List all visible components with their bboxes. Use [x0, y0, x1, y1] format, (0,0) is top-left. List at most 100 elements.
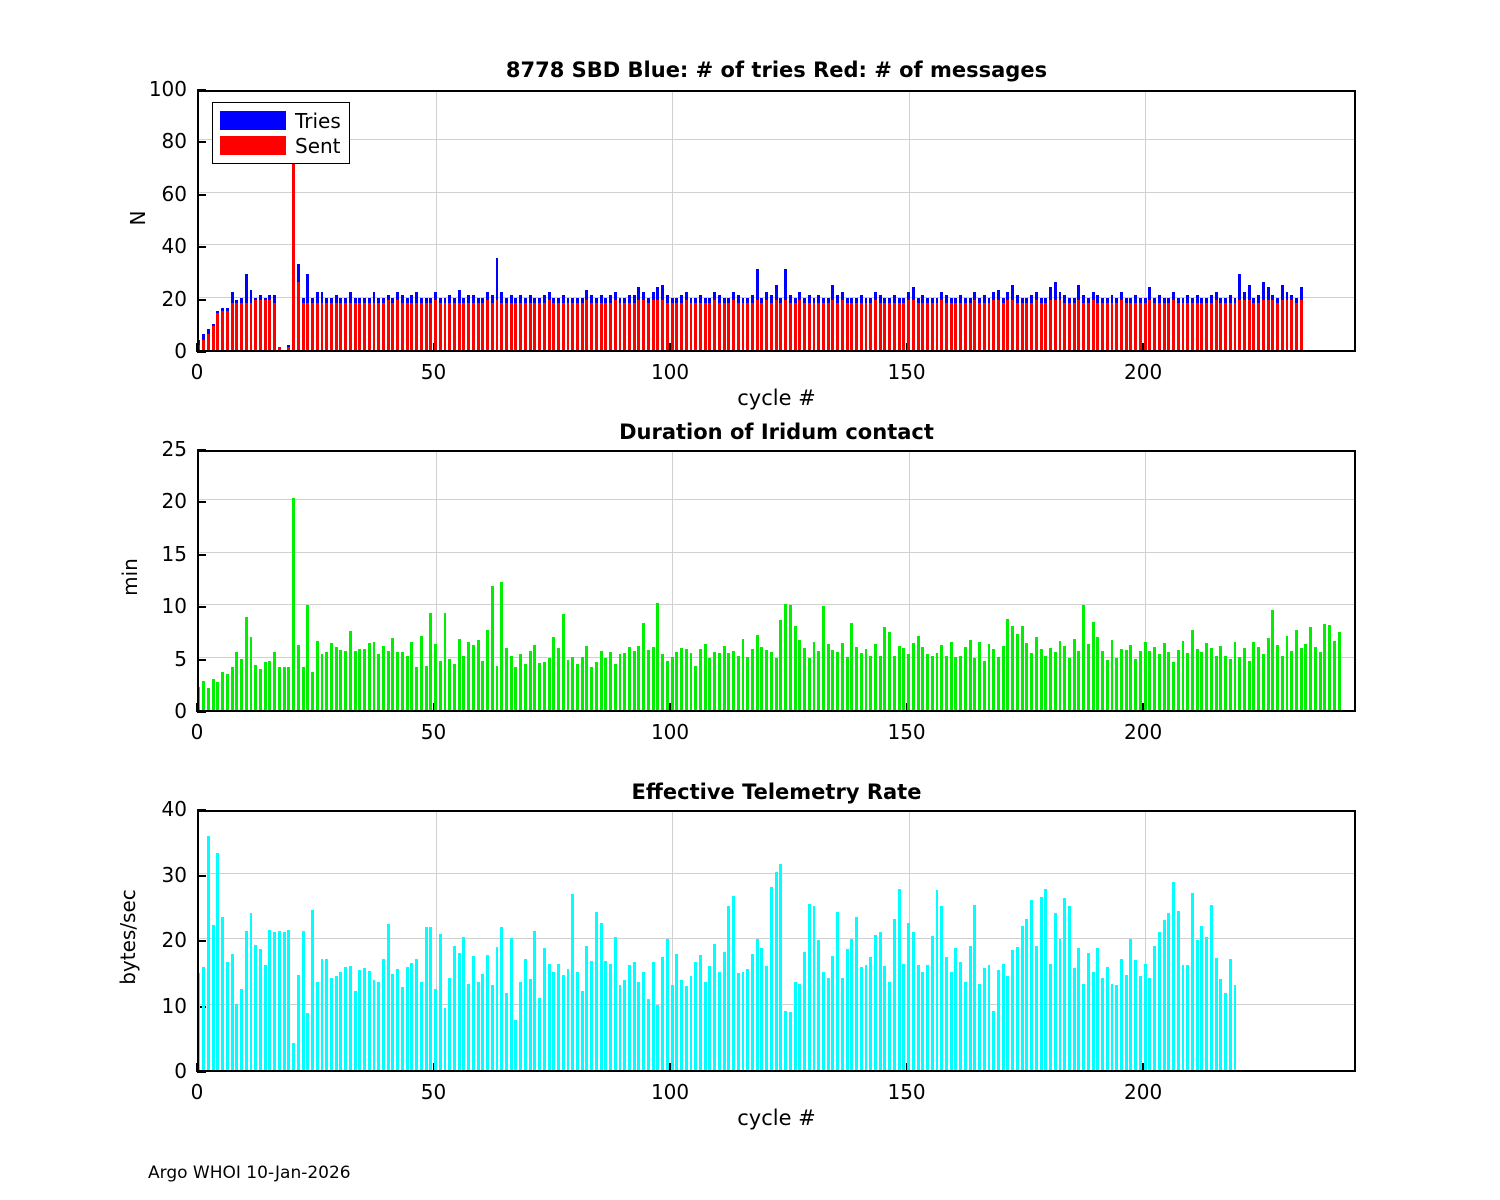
- x-tick-mark: [196, 1063, 198, 1072]
- bar-duration: [594, 661, 598, 710]
- bar-rate: [575, 972, 579, 1070]
- bar-duration: [514, 667, 518, 710]
- bar-rate: [926, 964, 929, 1070]
- bar-sent: [628, 302, 631, 350]
- bar-sent: [741, 302, 745, 350]
- bar-duration: [1332, 640, 1336, 710]
- bar-rate: [1176, 910, 1180, 1070]
- bar-rate: [609, 963, 613, 1070]
- bar-sent: [637, 300, 641, 350]
- bar-duration: [1082, 605, 1086, 710]
- bar-rate: [599, 923, 603, 1070]
- bar-sent: [1129, 302, 1133, 350]
- bar-duration: [613, 663, 617, 710]
- bar-duration: [311, 672, 314, 710]
- bar-duration: [230, 667, 234, 710]
- bar-sent: [1205, 302, 1209, 350]
- bar-duration: [273, 652, 277, 710]
- bar-sent: [1233, 302, 1237, 350]
- bar-sent: [1039, 302, 1043, 350]
- bar-duration: [495, 665, 499, 710]
- bar-sent: [1134, 302, 1138, 350]
- bar-duration: [1020, 626, 1024, 710]
- panel-effective-telemetry-rate: Effective Telemetry Rate bytes/sec 0 10 20…: [116, 780, 1356, 1130]
- bar-sent: [997, 300, 1000, 350]
- bar-rate: [533, 931, 537, 1070]
- bar-rate: [339, 971, 343, 1070]
- bar-rate: [424, 927, 428, 1070]
- bar-rate: [968, 945, 972, 1070]
- bar-rate: [1110, 983, 1114, 1070]
- bar-sent: [959, 302, 963, 350]
- bar-sent: [973, 300, 977, 350]
- bar-duration: [1030, 653, 1034, 710]
- bar-sent: [1105, 302, 1109, 350]
- gridline-horizontal: [199, 191, 1354, 193]
- bar-sent: [230, 302, 234, 350]
- bar-rate: [462, 937, 466, 1070]
- bar-rate: [826, 978, 830, 1070]
- bar-sent: [386, 300, 390, 350]
- bar-duration: [575, 663, 579, 710]
- x-tick-mark: [432, 1063, 435, 1072]
- y-tick-mark: [197, 711, 206, 713]
- bar-sent: [1176, 302, 1180, 350]
- bar-sent: [1077, 300, 1081, 350]
- bar-sent: [1110, 302, 1114, 350]
- bar-rate: [1115, 984, 1119, 1070]
- bar-rate: [1129, 939, 1133, 1070]
- bar-sent: [916, 302, 920, 350]
- bar-duration: [642, 623, 646, 710]
- bar-sent: [992, 300, 996, 350]
- bar-rate: [741, 971, 745, 1070]
- bar-rate: [344, 966, 348, 1070]
- bar-duration: [287, 667, 291, 710]
- bar-rate: [959, 961, 963, 1070]
- bar-sent: [812, 302, 816, 350]
- y-tick-mark: [197, 298, 206, 301]
- bar-duration: [505, 648, 508, 710]
- bar-rate: [727, 906, 731, 1070]
- bar-sent: [1063, 302, 1067, 350]
- bar-sent: [382, 302, 385, 350]
- bar-duration: [628, 647, 631, 710]
- bar-rate: [1190, 892, 1194, 1070]
- gridline-vertical: [1145, 92, 1147, 350]
- bar-duration: [259, 669, 262, 710]
- bar-rate: [561, 975, 565, 1070]
- bar-sent: [443, 302, 447, 350]
- bar-rate: [552, 971, 556, 1070]
- bar-duration: [949, 641, 953, 710]
- bar-duration: [1304, 643, 1308, 710]
- bar-duration: [400, 652, 404, 710]
- bar-rate: [320, 959, 324, 1070]
- bar-sent: [519, 302, 523, 350]
- x-tick-label: 50: [420, 1080, 447, 1104]
- bar-rate: [982, 968, 986, 1070]
- bar-duration: [769, 652, 773, 710]
- bar-rate: [1034, 945, 1038, 1070]
- bar-duration: [557, 648, 560, 710]
- bar-duration: [467, 641, 471, 710]
- bar-sent: [949, 302, 953, 350]
- bar-rate: [1015, 946, 1019, 1070]
- bar-rate: [301, 930, 305, 1070]
- bar-sent: [840, 300, 844, 350]
- bar-duration: [760, 647, 764, 710]
- bar-rate: [244, 930, 248, 1070]
- bar-duration: [632, 651, 636, 710]
- bar-rate: [538, 997, 542, 1070]
- bar-duration: [1280, 655, 1284, 710]
- gridline-vertical: [435, 812, 437, 1070]
- bar-duration: [883, 627, 887, 710]
- panel2-plot-area: [197, 450, 1356, 712]
- bar-rate: [434, 988, 437, 1070]
- bar-duration: [878, 655, 882, 710]
- bar-duration: [202, 680, 206, 710]
- bar-sent: [755, 300, 759, 350]
- bar-sent: [1138, 302, 1142, 350]
- bar-duration: [452, 663, 456, 710]
- bar-duration: [698, 649, 702, 710]
- bar-sent: [396, 300, 400, 350]
- bar-sent: [1190, 302, 1194, 350]
